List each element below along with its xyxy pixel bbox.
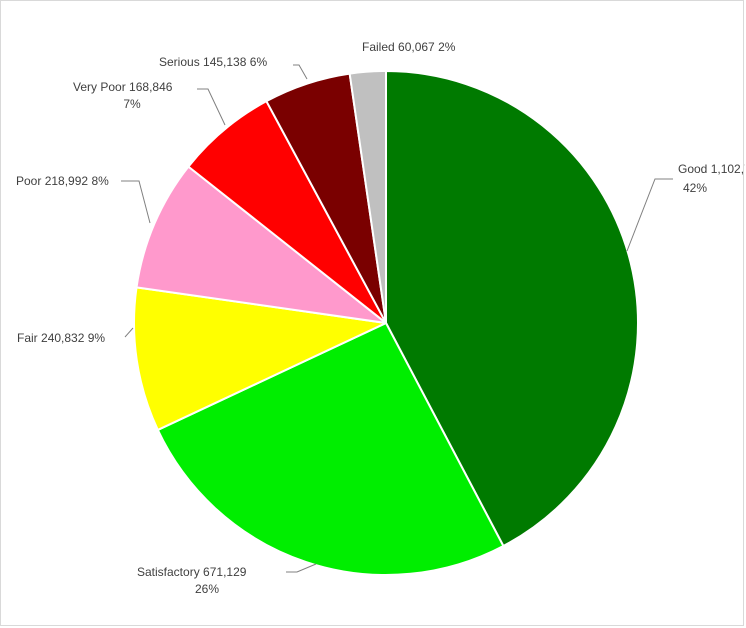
pie-slice-fair bbox=[132, 286, 387, 431]
pie-slice-failed bbox=[348, 69, 387, 324]
pie-slices bbox=[132, 69, 639, 576]
svg-text:Satisfactory 671,129: Satisfactory 671,129 bbox=[137, 565, 247, 579]
leader-line-satisfactory bbox=[286, 563, 317, 573]
label-good: Good 1,102,792 42% bbox=[678, 162, 745, 195]
leader-line-very-poor bbox=[197, 88, 226, 126]
label-fair: Fair 240,832 9% bbox=[17, 331, 105, 345]
pie-slice-poor bbox=[135, 165, 387, 324]
svg-text:Serious 145,138 6%: Serious 145,138 6% bbox=[159, 55, 267, 69]
leader-line-serious bbox=[293, 64, 308, 80]
svg-text:Poor 218,992 8%: Poor 218,992 8% bbox=[16, 174, 109, 188]
svg-text:Very Poor 168,846: Very Poor 168,846 bbox=[73, 80, 173, 94]
svg-text:42%: 42% bbox=[683, 181, 707, 195]
label-failed: Failed 60,067 2% bbox=[362, 40, 456, 54]
svg-text:7%: 7% bbox=[123, 97, 141, 111]
svg-text:26%: 26% bbox=[195, 582, 219, 596]
leader-line-good bbox=[626, 178, 673, 252]
pie-slice-good bbox=[385, 70, 639, 547]
svg-text:Fair 240,832 9%: Fair 240,832 9% bbox=[17, 331, 105, 345]
label-poor: Poor 218,992 8% bbox=[16, 174, 109, 188]
label-satisfactory: Satisfactory 671,129 26% bbox=[137, 565, 247, 596]
label-very-poor: Very Poor 168,846 7% bbox=[73, 80, 173, 111]
label-serious: Serious 145,138 6% bbox=[159, 55, 267, 69]
pie-slice-satisfactory bbox=[156, 322, 505, 576]
leader-lines bbox=[121, 64, 673, 573]
svg-text:Failed 60,067 2%: Failed 60,067 2% bbox=[362, 40, 456, 54]
svg-text:Good 1,102,792: Good 1,102,792 bbox=[678, 162, 745, 176]
leader-line-poor bbox=[121, 180, 151, 224]
leader-line-fair bbox=[124, 327, 134, 338]
